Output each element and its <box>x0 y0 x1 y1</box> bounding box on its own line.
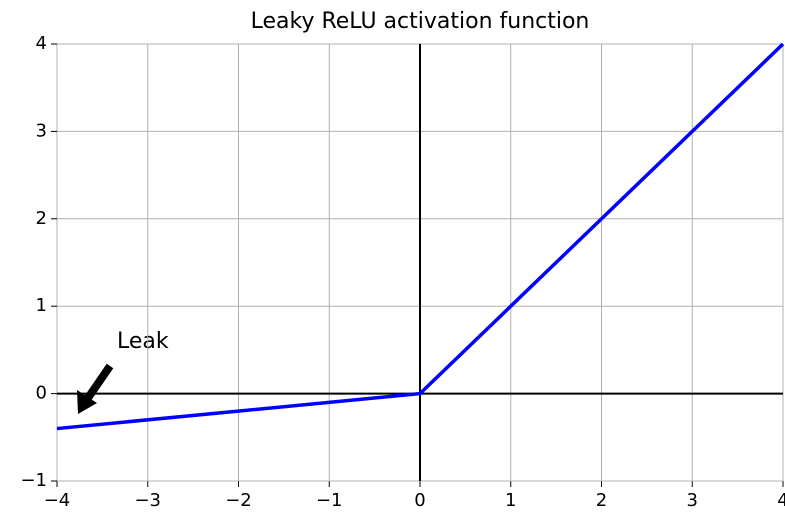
chart-title: Leaky ReLU activation function <box>251 9 590 34</box>
y-tick-label: 0 <box>36 383 47 404</box>
x-tick-label: 1 <box>505 490 516 511</box>
arrow-shaft <box>84 363 114 401</box>
x-tick-label: −2 <box>225 490 252 511</box>
x-tick-label: 3 <box>687 490 698 511</box>
arrow-head <box>77 390 97 414</box>
x-tick-label: 4 <box>777 490 785 511</box>
y-tick-label: 1 <box>36 295 47 316</box>
y-tick-label: 2 <box>36 208 47 229</box>
x-tick-label: −1 <box>316 490 343 511</box>
x-tick-label: −3 <box>134 490 161 511</box>
x-tick-label: 2 <box>596 490 607 511</box>
x-tick-label: −4 <box>44 490 71 511</box>
y-tick-label: 4 <box>36 33 47 54</box>
x-tick-label: 0 <box>414 490 425 511</box>
y-tick-label: 3 <box>36 120 47 141</box>
line-series <box>56 42 785 431</box>
y-tick-label: −1 <box>20 470 47 491</box>
annotation: Leak <box>117 329 169 354</box>
annotation-arrow <box>77 363 114 414</box>
